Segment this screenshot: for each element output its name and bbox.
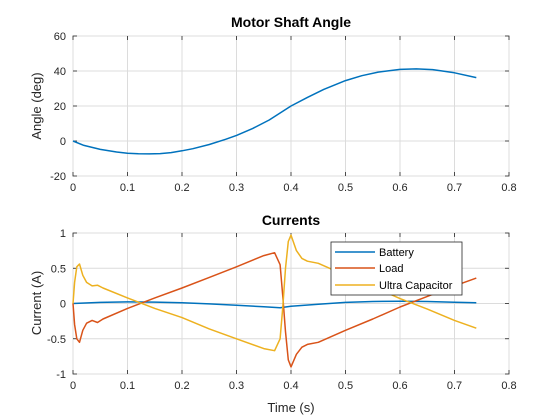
angle-y-tick-label: -20 — [50, 171, 66, 183]
currents-y-tick-label: 0.5 — [51, 263, 66, 275]
currents-subplot: 0 0.1 0.2 0.3 0.4 0.5 0.6 0.7 0.8 -1 -0.5 0 0.5 1 Cur… — [29, 212, 517, 415]
currents-y-tick-label: -0.5 — [47, 334, 66, 346]
currents-x-tick-label: 0.4 — [283, 380, 298, 392]
angle-y-tick-label: 40 — [54, 66, 66, 78]
currents-x-tick-label: 0.2 — [174, 380, 189, 392]
angle-x-tick-label: 0.1 — [120, 182, 135, 194]
angle-x-tick-label: 0.5 — [338, 182, 353, 194]
angle-x-tick-label: 0.7 — [447, 182, 462, 194]
currents-x-tick-label: 0.6 — [392, 380, 407, 392]
currents-x-tick-label: 0 — [70, 380, 76, 392]
load-series-line — [72, 251, 477, 368]
currents-y-tick-label: -1 — [56, 369, 66, 381]
angle-chart-title: Motor Shaft Angle — [231, 14, 351, 30]
legend-label-battery: Battery — [379, 247, 414, 259]
angle-x-tick-label: 0 — [70, 182, 76, 194]
currents-x-tick-label: 0.3 — [229, 380, 244, 392]
currents-x-tick-label: 0.1 — [120, 380, 135, 392]
angle-lines — [72, 68, 477, 155]
currents-x-tick-label: 0.7 — [447, 380, 462, 392]
angle-x-tick-label: 0.6 — [392, 182, 407, 194]
currents-y-tick-label: 0 — [60, 299, 66, 311]
angle-x-tick-label: 0.4 — [283, 182, 298, 194]
angle-y-tick-label: 0 — [60, 136, 66, 148]
legend-box — [330, 241, 463, 296]
angle-y-tick-label: 20 — [54, 101, 66, 113]
angle-y-axis-label: Angle (deg) — [29, 72, 44, 139]
angle-series-line — [72, 68, 477, 155]
currents-chart-title: Currents — [262, 212, 321, 228]
angle-ticks: 0 0.1 0.2 0.3 0.4 0.5 0.6 0.7 0.8 -20 0 20 40 60 — [50, 31, 517, 194]
currents-legend: Battery Load Ultra Capacitor — [330, 241, 463, 296]
currents-y-axis-label: Current (A) — [29, 271, 44, 335]
angle-x-tick-label: 0.3 — [229, 182, 244, 194]
angle-y-tick-label: 60 — [54, 31, 66, 43]
legend-label-ultra-capacitor: Ultra Capacitor — [379, 280, 453, 292]
angle-x-tick-label: 0.2 — [174, 182, 189, 194]
currents-ticks: 0 0.1 0.2 0.3 0.4 0.5 0.6 0.7 0.8 -1 -0.5 0 0.5 1 — [47, 228, 517, 392]
currents-x-tick-label: 0.8 — [501, 380, 516, 392]
currents-y-tick-label: 1 — [60, 228, 66, 240]
angle-subplot: 0 0.1 0.2 0.3 0.4 0.5 0.6 0.7 0.8 -20 0 20 40 60 Moto… — [29, 14, 517, 194]
currents-x-axis-label: Time (s) — [267, 400, 314, 415]
currents-x-tick-label: 0.5 — [338, 380, 353, 392]
angle-x-tick-label: 0.8 — [501, 182, 516, 194]
legend-label-load: Load — [379, 263, 403, 275]
